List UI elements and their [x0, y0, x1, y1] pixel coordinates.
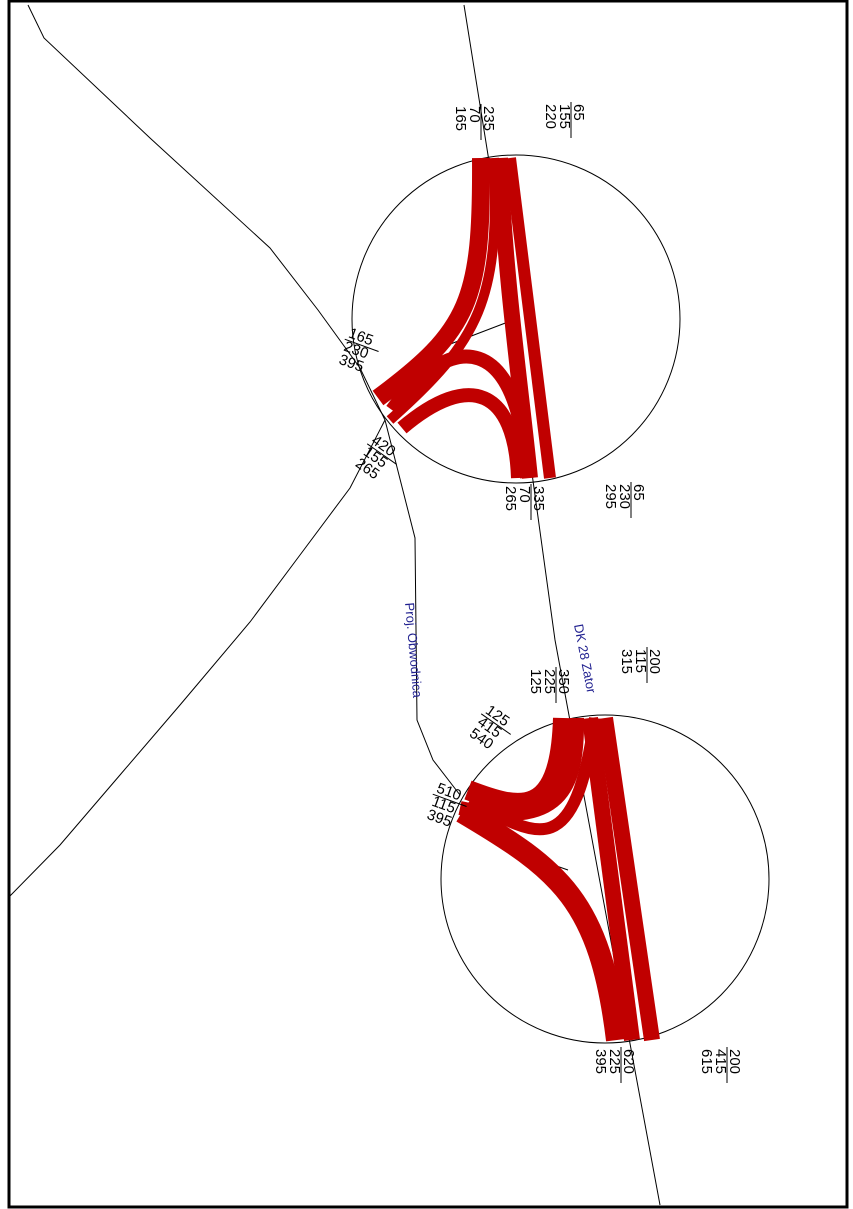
count-value: 115: [632, 649, 649, 673]
count-value: 200: [726, 1049, 743, 1074]
count-value: 220: [542, 104, 559, 129]
count-value: 65: [570, 104, 587, 121]
road-obwodnica: [384, 419, 461, 796]
count-value: 415: [712, 1049, 729, 1074]
flows-north: [372, 157, 556, 479]
flows-south: [456, 716, 660, 1042]
count-value: 225: [541, 669, 558, 694]
flow-south-top-to-left: [464, 717, 573, 813]
count-value: 70: [516, 486, 533, 503]
count-value: 230: [616, 484, 633, 509]
road-northwest: [27, 4, 386, 421]
count-value: 65: [630, 484, 647, 501]
count-value: 620: [620, 1049, 637, 1074]
flow-south-top-to-bottom-2: [597, 716, 660, 1042]
count-value: 265: [502, 486, 519, 511]
count-value: 125: [527, 669, 544, 694]
count-value: 70: [466, 106, 483, 123]
road-label-obwodnica: Proj. Obwodnica: [402, 602, 425, 699]
count-value: 295: [602, 484, 619, 509]
flow-south-left-to-bottom: [456, 802, 628, 1042]
road-label-dk28: DK 28 Zator: [571, 623, 599, 695]
flow-north-left-to-top: [386, 157, 500, 424]
flow-north-left-to-bottom: [386, 349, 534, 479]
flow-south-left-to-top: [467, 717, 601, 836]
count-value: 235: [480, 106, 497, 131]
map-frame: [7, 0, 849, 1209]
road-west: [7, 419, 386, 899]
count-value: 155: [556, 104, 573, 129]
count-value: 335: [530, 486, 547, 511]
count-value: 395: [592, 1049, 609, 1074]
flow-north-top-to-left: [372, 157, 491, 406]
count-value: 225: [606, 1049, 623, 1074]
count-divider: [480, 713, 511, 735]
flow-south-top-to-bottom: [582, 716, 640, 1042]
count-divider: [432, 793, 467, 807]
count-value: 615: [698, 1049, 715, 1074]
flow-north-top-to-bottom-2: [504, 157, 556, 479]
count-value: 200: [646, 649, 663, 674]
count-divider: [366, 443, 397, 465]
roads: [7, 4, 661, 1206]
count-value: 350: [555, 669, 572, 694]
flow-north-left-to-bottom-2: [397, 388, 525, 479]
count-divider: [344, 338, 379, 352]
intersection-north-circle: [351, 154, 681, 484]
count-value: 165: [452, 106, 469, 131]
intersection-south-circle: [440, 714, 770, 1044]
count-value: 315: [618, 649, 635, 674]
